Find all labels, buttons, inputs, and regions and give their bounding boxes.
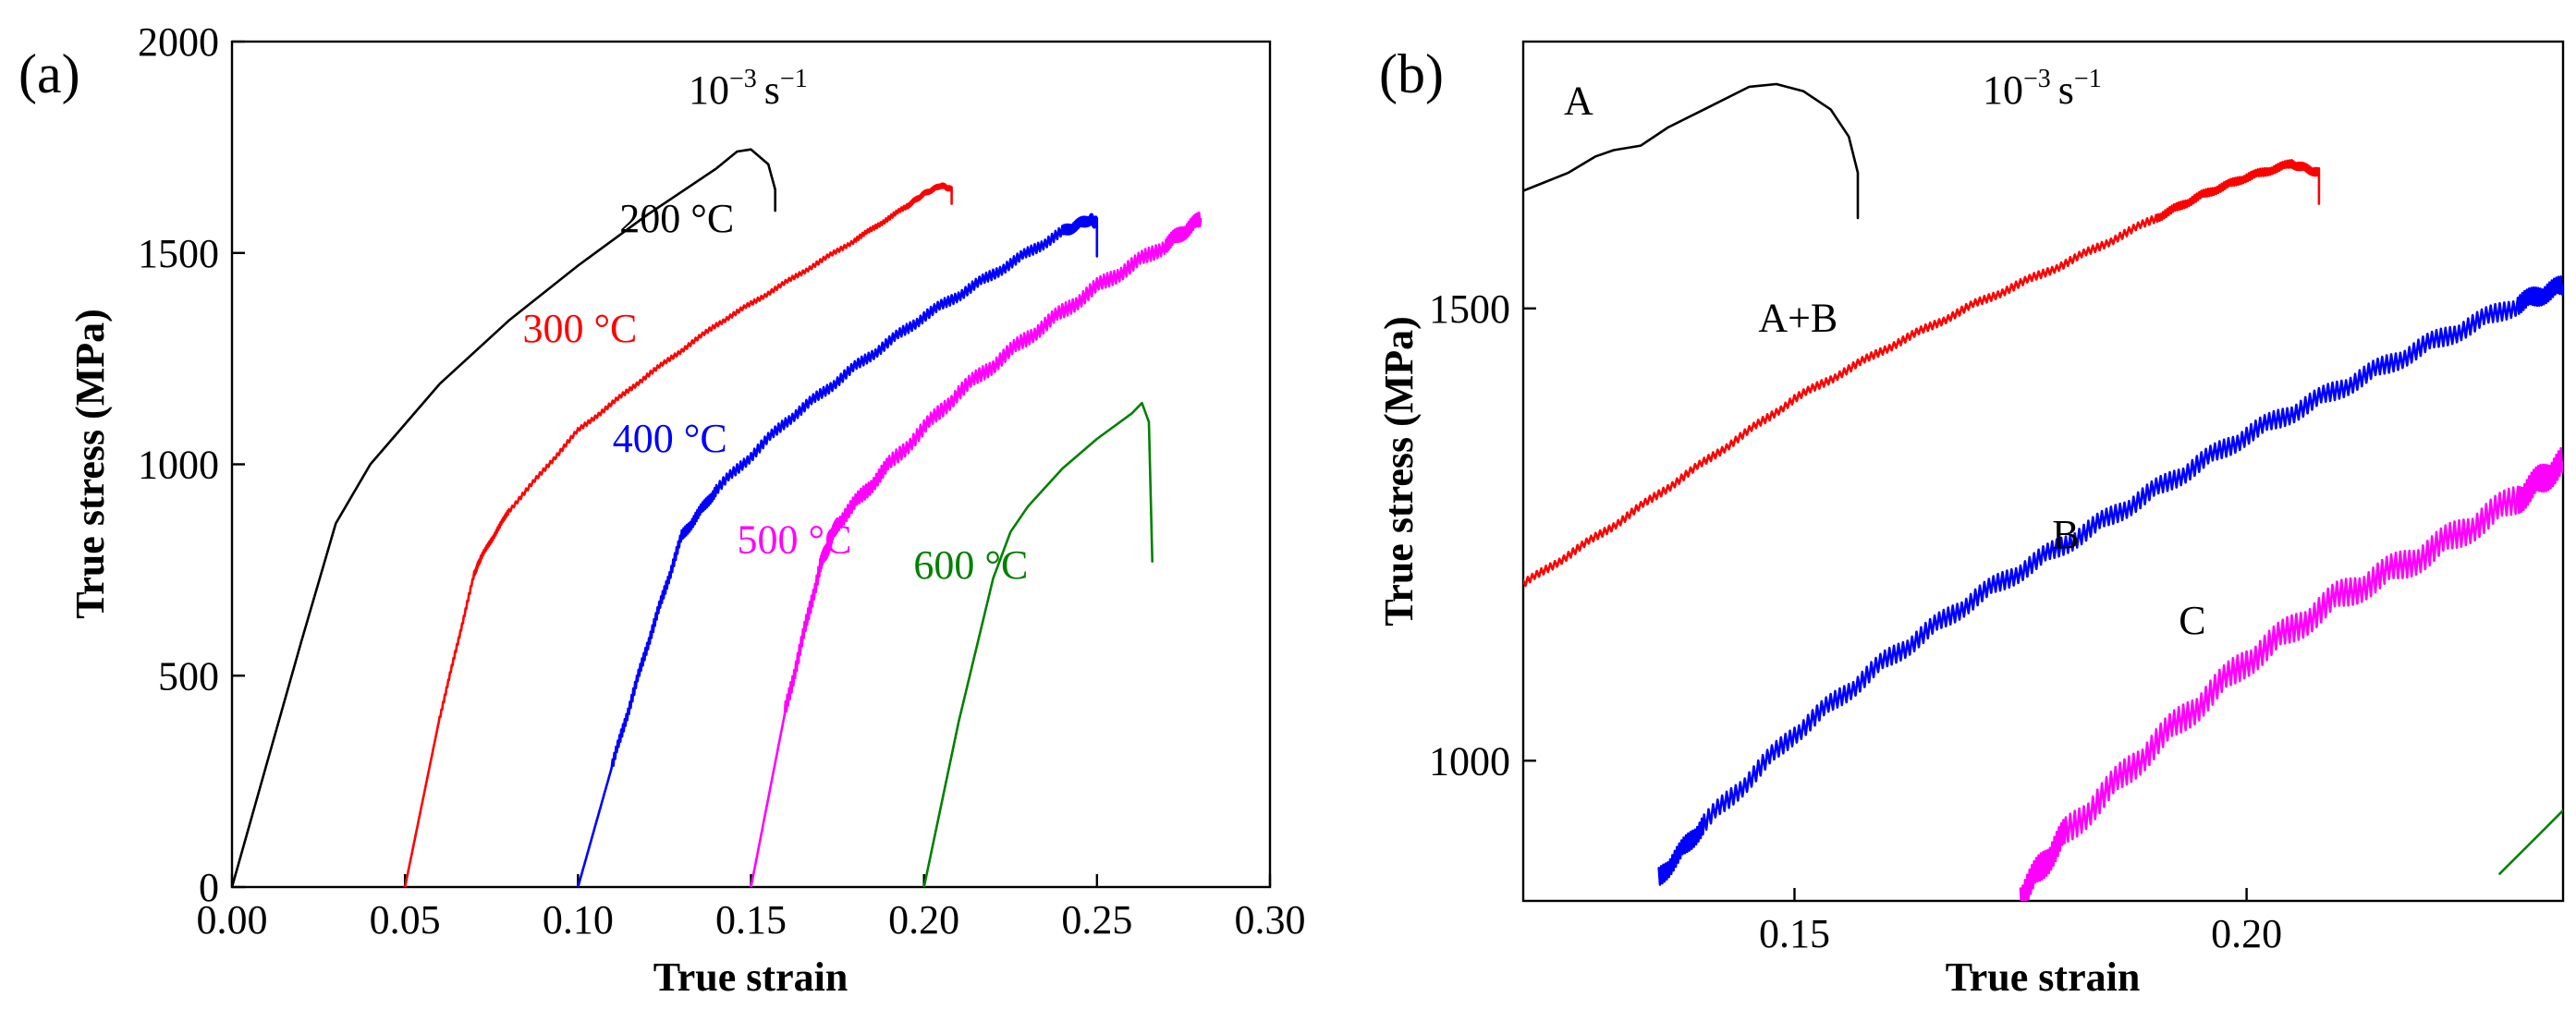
x-tick-label: 0.20 <box>2211 911 2282 956</box>
annotation-label: 400 °C <box>613 416 727 461</box>
panel-a-series-group <box>232 148 1203 887</box>
y-tick-label: 2000 <box>138 19 219 65</box>
panel-a-label: (a) <box>18 43 80 104</box>
series-line-200c <box>1523 82 1860 220</box>
annotation-label: 200 °C <box>619 196 734 241</box>
x-tick-label: 0.30 <box>1235 897 1306 942</box>
series-line-600c <box>2498 808 2563 875</box>
panel-a-y-axis-title: True stress (MPa) <box>67 309 113 619</box>
annotation-label: A <box>1564 78 1593 123</box>
series-line-500c <box>2019 446 2563 901</box>
panel-b-x-axis-title: True strain <box>1946 954 2141 1000</box>
x-tick-label: 0.15 <box>1759 911 1830 956</box>
series-line-600c <box>922 401 1154 887</box>
panel-b-annotations: A A+B B C <box>1564 78 2206 643</box>
annotation-label: 500 °C <box>738 517 852 563</box>
panel-a-chart: (a) 10−3 s−1 0.00 0.05 0.10 0.15 0.20 0.25 0.30… <box>18 19 1306 1000</box>
series-line-400c <box>577 213 1099 887</box>
panel-b-y-axis: 1000 1500 <box>1429 286 1536 784</box>
panel-b-strain-rate: 10−3 s−1 <box>1983 65 2102 113</box>
x-tick-label: 0.25 <box>1061 897 1132 942</box>
annotation-label: B <box>2052 512 2079 557</box>
y-tick-label: 500 <box>158 653 219 699</box>
x-tick-label: 0.15 <box>715 897 787 942</box>
y-tick-label: 1500 <box>138 231 219 276</box>
panel-a-y-axis: 0 500 1000 1500 2000 <box>138 19 245 910</box>
panel-a-x-axis: 0.00 0.05 0.10 0.15 0.20 0.25 0.30 <box>197 874 1306 942</box>
series-line-300c <box>1523 159 2321 588</box>
panel-b-plot-frame <box>1521 40 2565 903</box>
panel-a-annotations: 200 °C 300 °C 400 °C 500 °C 600 °C <box>522 196 1028 588</box>
panel-b-y-axis-title: True stress (MPa) <box>1376 316 1422 626</box>
y-tick-label: 1000 <box>1429 738 1510 784</box>
panel-a-x-axis-title: True strain <box>653 954 848 1000</box>
panel-a-strain-rate: 10−3 s−1 <box>689 65 808 113</box>
panel-b-label: (b) <box>1379 43 1444 104</box>
x-tick-label: 0.10 <box>543 897 614 942</box>
annotation-label: A+B <box>1758 295 1837 340</box>
y-tick-label: 1500 <box>1429 286 1510 332</box>
series-line-200c <box>232 148 776 887</box>
panel-b-chart: (b) 10−3 s−1 0.15 0.20 1000 1500 A A+B B C Tru… <box>1376 40 2565 1000</box>
series-line-300c <box>403 182 953 887</box>
annotation-label: 300 °C <box>522 306 637 351</box>
annotation-label: C <box>2179 598 2205 643</box>
series-line-500c <box>750 211 1203 887</box>
panel-b-x-axis: 0.15 0.20 <box>1759 888 2282 956</box>
x-tick-label: 0.00 <box>197 897 268 942</box>
x-tick-label: 0.20 <box>888 897 959 942</box>
x-tick-label: 0.05 <box>370 897 441 942</box>
series-line-400c <box>1657 275 2563 886</box>
panel-b-series-group <box>1523 82 2563 901</box>
annotation-label: 600 °C <box>913 542 1028 588</box>
panel-a-plot-frame <box>230 40 1272 889</box>
y-tick-label: 1000 <box>138 443 219 488</box>
y-tick-label: 0 <box>199 865 219 910</box>
